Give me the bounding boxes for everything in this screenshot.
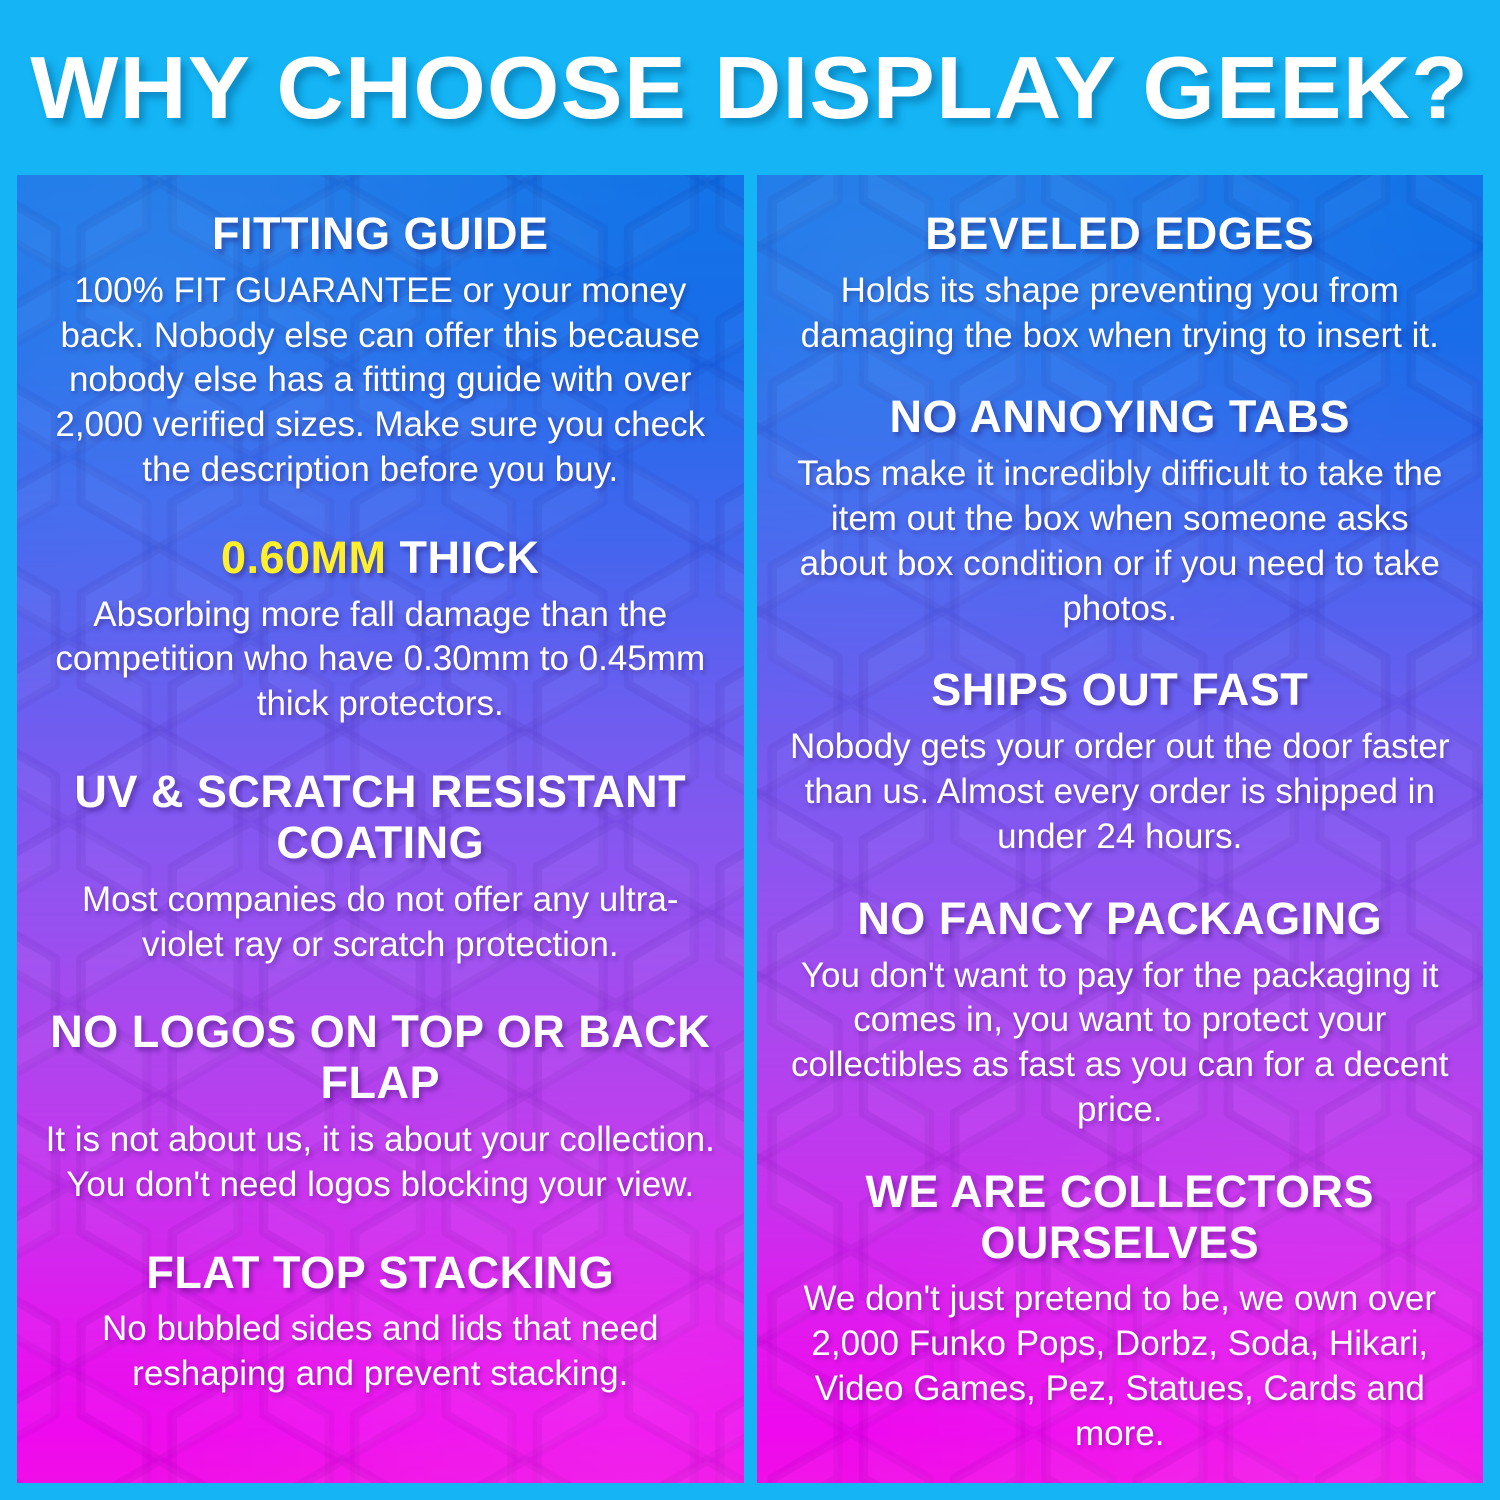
page-title: WHY CHOOSE DISPLAY GEEK? — [30, 37, 1470, 137]
feature-body: Nobody gets your order out the door fast… — [789, 727, 1450, 856]
feature-body: You don't want to pay for the packaging … — [790, 955, 1449, 1129]
feature-columns: FITTING GUIDE 100% FIT GUARANTEE or your… — [17, 175, 1483, 1483]
feature-title: FITTING GUIDE — [212, 208, 549, 259]
feature-ships-out-fast: SHIPS OUT FAST Nobody gets your order ou… — [783, 665, 1458, 859]
feature-title: WE ARE COLLECTORS OURSELVES — [865, 1165, 1374, 1268]
feature-title: NO ANNOYING TABS — [889, 391, 1350, 443]
thickness-value: 0.60MM — [220, 531, 387, 583]
feature-we-are-collectors: WE ARE COLLECTORS OURSELVES We don't jus… — [783, 1165, 1458, 1457]
feature-no-annoying-tabs: NO ANNOYING TABS Tabs make it incredibly… — [783, 392, 1458, 631]
right-panel-content: BEVELED EDGES Holds its shape preventing… — [757, 175, 1484, 1483]
feature-title: SHIPS OUT FAST — [931, 664, 1309, 716]
feature-flat-top-stacking: FLAT TOP STACKING No bubbled sides and l… — [43, 1246, 718, 1397]
feature-body: Absorbing more fall damage than the comp… — [55, 594, 706, 724]
feature-beveled-edges: BEVELED EDGES Holds its shape preventing… — [783, 208, 1458, 358]
feature-fitting-guide: FITTING GUIDE 100% FIT GUARANTEE or your… — [43, 208, 718, 493]
feature-title: 0.60MM THICK — [43, 531, 718, 584]
feature-body: Holds its shape preventing you from dama… — [800, 270, 1439, 355]
feature-thickness: 0.60MM THICK Absorbing more fall damage … — [43, 531, 718, 727]
feature-no-fancy-packaging: NO FANCY PACKAGING You don't want to pay… — [783, 892, 1458, 1133]
header-banner: WHY CHOOSE DISPLAY GEEK? — [0, 0, 1500, 175]
feature-uv-scratch-coating: UV & SCRATCH RESISTANT COATING Most comp… — [43, 766, 718, 967]
feature-body: We don't just pretend to be, we own over… — [803, 1279, 1436, 1453]
feature-title: NO FANCY PACKAGING — [857, 892, 1383, 944]
feature-title: UV & SCRATCH RESISTANT COATING — [74, 766, 687, 868]
feature-body: Most companies do not offer any ultra-vi… — [81, 879, 679, 964]
feature-body: Tabs make it incredibly difficult to tak… — [797, 454, 1443, 628]
left-panel-content: FITTING GUIDE 100% FIT GUARANTEE or your… — [17, 175, 744, 1483]
feature-title: NO LOGOS ON TOP OR BACK FLAP — [50, 1006, 711, 1109]
right-feature-panel: BEVELED EDGES Holds its shape preventing… — [756, 175, 1484, 1483]
left-feature-panel: FITTING GUIDE 100% FIT GUARANTEE or your… — [17, 175, 744, 1483]
feature-body: It is not about us, it is about your col… — [45, 1120, 715, 1204]
feature-body: 100% FIT GUARANTEE or your money back. N… — [55, 270, 706, 490]
feature-body: No bubbled sides and lids that need resh… — [101, 1309, 659, 1394]
feature-title: FLAT TOP STACKING — [146, 1246, 615, 1298]
feature-no-logos: NO LOGOS ON TOP OR BACK FLAP It is not a… — [43, 1006, 718, 1207]
thickness-label: THICK — [386, 531, 540, 583]
feature-title: BEVELED EDGES — [925, 208, 1315, 259]
